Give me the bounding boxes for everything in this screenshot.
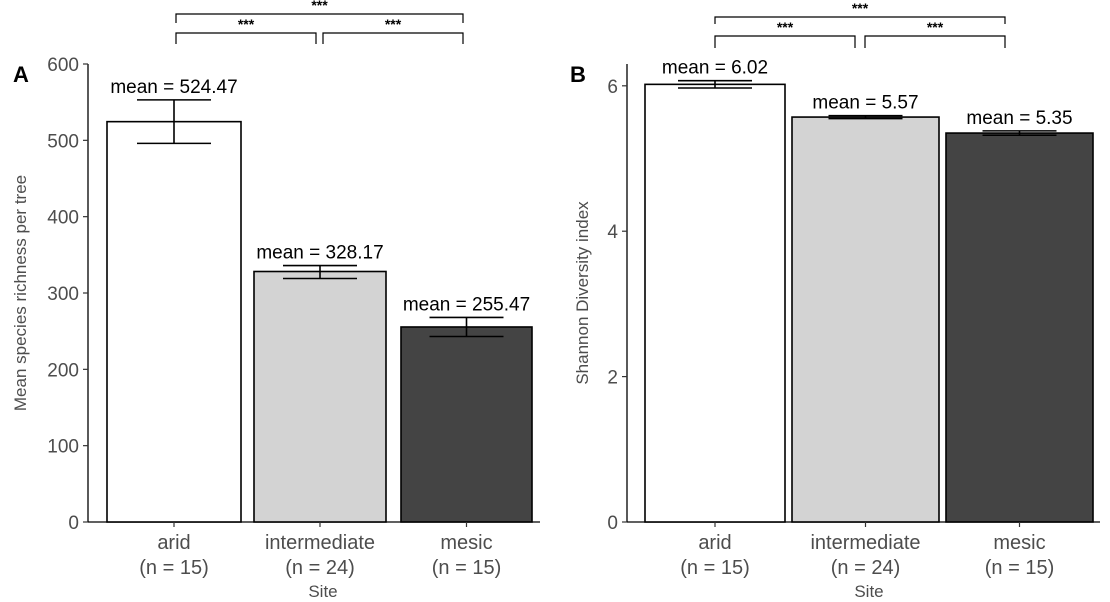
y-axis-title: Shannon Diversity index xyxy=(573,201,592,385)
mean-label: mean = 6.02 xyxy=(662,58,768,79)
panel-a: A 0 100 200 300 400 500 600 Mean species richnes… xyxy=(11,0,540,601)
y-tick-label: 6 xyxy=(607,77,618,98)
x-tick-sublabel: (n = 24) xyxy=(285,557,354,579)
y-tick-label: 0 xyxy=(607,513,618,534)
bar-intermediate xyxy=(253,270,387,523)
y-tick-label: 2 xyxy=(607,368,618,389)
significance-label: *** xyxy=(777,19,794,35)
mean-label: mean = 5.57 xyxy=(812,93,918,114)
bar-intermediate xyxy=(791,116,940,523)
significance-label: *** xyxy=(385,16,402,32)
x-tick-sublabel: (n = 15) xyxy=(985,557,1054,579)
significance-label: *** xyxy=(238,16,255,32)
mean-label: mean = 328.17 xyxy=(256,243,383,264)
y-axis-title: Mean species richness per tree xyxy=(11,175,30,411)
y-tick-label: 200 xyxy=(47,360,79,381)
x-tick-sublabel: (n = 15) xyxy=(139,557,208,579)
significance-label: *** xyxy=(311,0,328,13)
y-tick-label: 0 xyxy=(68,513,79,534)
significance-bracket xyxy=(714,35,856,48)
x-axis-title: Site xyxy=(854,582,883,601)
x-tick-label: mesic xyxy=(440,532,492,554)
panel-tag: B xyxy=(570,62,586,87)
panel-b: B 0 2 4 6 Shannon Diversity index mean = 6.02 a… xyxy=(570,0,1100,601)
x-tick-sublabel: (n = 15) xyxy=(432,557,501,579)
x-tick-sublabel: (n = 15) xyxy=(680,557,749,579)
y-tick-label: 4 xyxy=(607,222,618,243)
mean-label: mean = 255.47 xyxy=(403,294,530,315)
significance-bracket xyxy=(714,16,1006,24)
x-tick-label: intermediate xyxy=(810,532,920,554)
x-tick-sublabel: (n = 24) xyxy=(831,557,900,579)
x-tick-label: arid xyxy=(698,532,731,554)
x-tick-label: mesic xyxy=(993,532,1045,554)
significance-bracket xyxy=(175,32,317,44)
bar-arid xyxy=(106,120,242,523)
mean-label: mean = 5.35 xyxy=(966,108,1072,129)
significance-bracket xyxy=(175,13,464,23)
bar-mesic xyxy=(400,326,533,523)
x-tick-label: arid xyxy=(157,532,190,554)
mean-label: mean = 524.47 xyxy=(110,77,237,98)
y-tick-label: 600 xyxy=(47,55,79,76)
significance-bracket xyxy=(322,32,464,44)
y-tick-label: 100 xyxy=(47,437,79,458)
panel-tag: A xyxy=(13,62,29,87)
significance-label: *** xyxy=(927,19,944,35)
y-tick-label: 500 xyxy=(47,131,79,152)
bar-arid xyxy=(644,83,786,523)
x-axis-title: Site xyxy=(308,582,337,601)
significance-label: *** xyxy=(852,0,869,16)
y-tick-label: 400 xyxy=(47,208,79,229)
x-tick-label: intermediate xyxy=(265,532,375,554)
significance-bracket xyxy=(864,35,1006,48)
y-tick-label: 300 xyxy=(47,284,79,305)
bar-mesic xyxy=(945,132,1094,523)
